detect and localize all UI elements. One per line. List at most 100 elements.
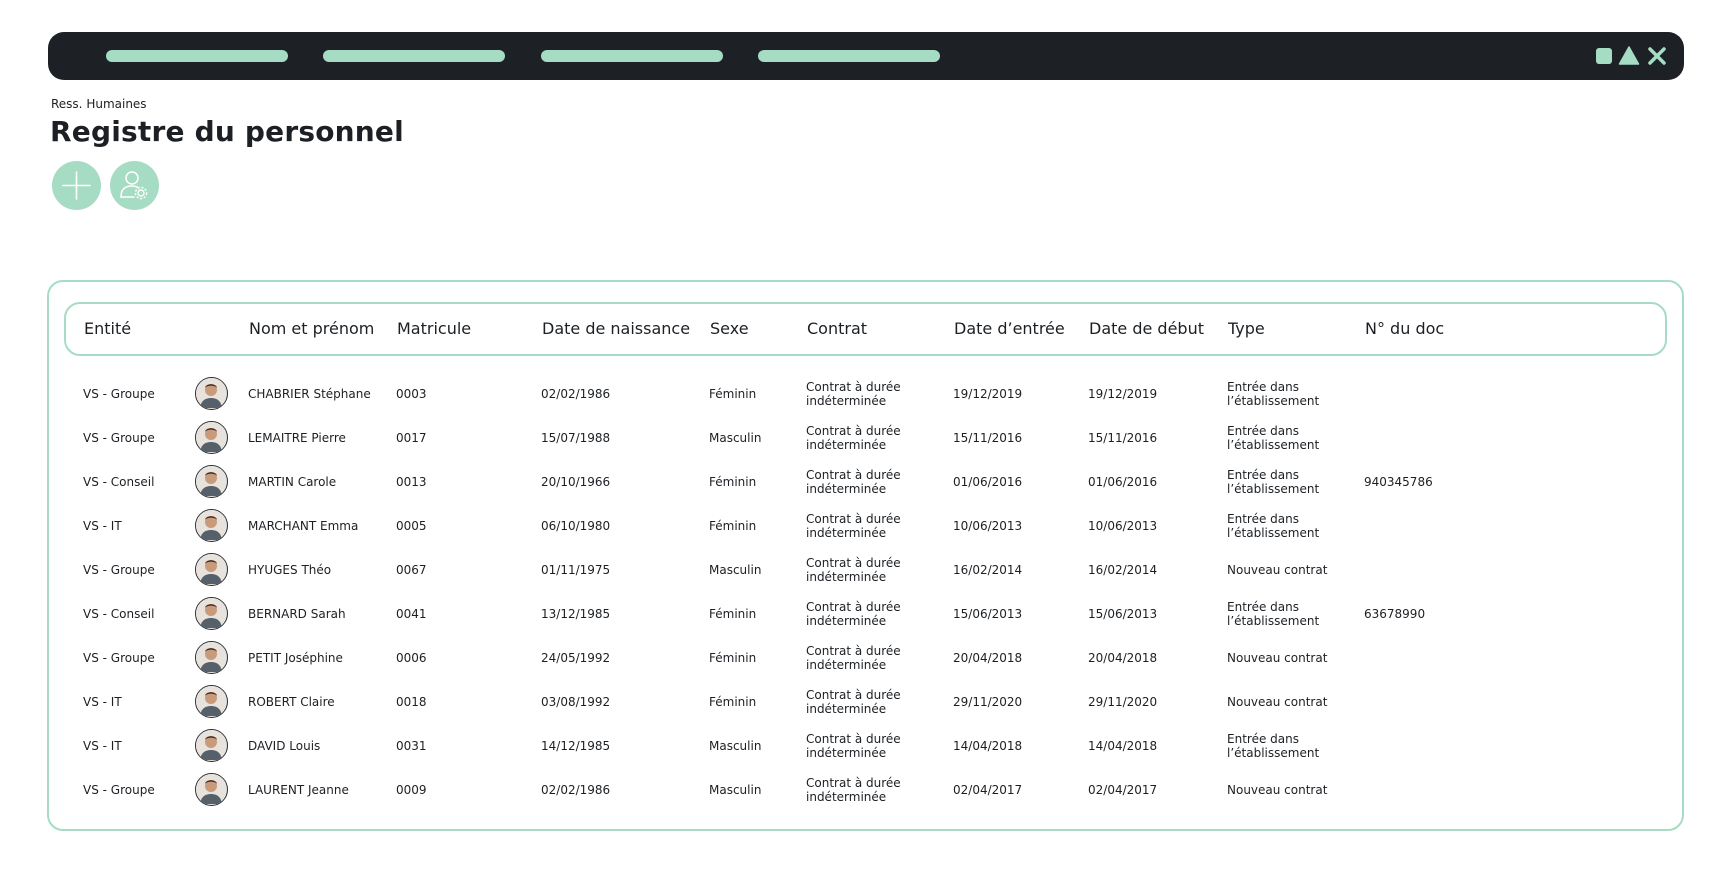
- breadcrumb[interactable]: Ress. Humaines: [51, 97, 147, 111]
- avatar: [195, 773, 228, 806]
- column-header-naissance[interactable]: Date de naissance: [542, 319, 691, 338]
- cell-contrat: Contrat à durée indéterminée: [806, 776, 901, 804]
- nav-item-3[interactable]: [541, 50, 723, 62]
- cell-entite: VS - Conseil: [83, 475, 155, 489]
- cell-entree: 19/12/2019: [953, 387, 1023, 401]
- table-row[interactable]: VS - Groupe PETIT Joséphine 0006 24/05/1…: [49, 636, 1682, 680]
- cell-entree: 16/02/2014: [953, 563, 1023, 577]
- cell-sexe: Féminin: [709, 475, 757, 489]
- cell-type: Entrée dans l’établissement: [1227, 732, 1320, 760]
- avatar: [195, 421, 228, 454]
- page-title: Registre du personnel: [50, 115, 404, 148]
- cell-debut: 15/11/2016: [1088, 431, 1158, 445]
- cell-matricule: 0005: [396, 519, 427, 533]
- cell-nom: LAURENT Jeanne: [248, 783, 349, 797]
- cell-debut: 29/11/2020: [1088, 695, 1158, 709]
- cell-contrat: Contrat à durée indéterminée: [806, 380, 901, 408]
- cell-sexe: Féminin: [709, 651, 757, 665]
- cell-naissance: 03/08/1992: [541, 695, 611, 709]
- cell-contrat: Contrat à durée indéterminée: [806, 512, 901, 540]
- avatar: [195, 465, 228, 498]
- cell-debut: 10/06/2013: [1088, 519, 1158, 533]
- cell-matricule: 0003: [396, 387, 427, 401]
- cell-matricule: 0017: [396, 431, 427, 445]
- avatar: [195, 729, 228, 762]
- cell-nom: CHABRIER Stéphane: [248, 387, 371, 401]
- cell-sexe: Féminin: [709, 387, 757, 401]
- cell-entite: VS - Groupe: [83, 563, 155, 577]
- cell-entite: VS - Groupe: [83, 431, 155, 445]
- triangle-icon[interactable]: [1618, 45, 1640, 67]
- column-header-entree[interactable]: Date d’entrée: [954, 319, 1065, 338]
- cell-entite: VS - Groupe: [83, 651, 155, 665]
- user-settings-button[interactable]: [110, 161, 159, 210]
- cell-entree: 02/04/2017: [953, 783, 1023, 797]
- table-row[interactable]: VS - Groupe LEMAITRE Pierre 0017 15/07/1…: [49, 416, 1682, 460]
- table-row[interactable]: VS - Groupe CHABRIER Stéphane 0003 02/02…: [49, 372, 1682, 416]
- column-header-doc[interactable]: N° du doc: [1365, 319, 1445, 338]
- column-header-entite[interactable]: Entité: [84, 319, 132, 338]
- cell-entite: VS - IT: [83, 519, 122, 533]
- avatar: [195, 597, 228, 630]
- table-row[interactable]: VS - Groupe HYUGES Théo 0067 01/11/1975 …: [49, 548, 1682, 592]
- cell-type: Nouveau contrat: [1227, 783, 1328, 797]
- cell-contrat: Contrat à durée indéterminée: [806, 644, 901, 672]
- cell-debut: 14/04/2018: [1088, 739, 1158, 753]
- cell-entree: 29/11/2020: [953, 695, 1023, 709]
- cell-contrat: Contrat à durée indéterminée: [806, 556, 901, 584]
- avatar: [195, 685, 228, 718]
- cell-naissance: 06/10/1980: [541, 519, 611, 533]
- table-row[interactable]: VS - Conseil BERNARD Sarah 0041 13/12/19…: [49, 592, 1682, 636]
- column-header-nom[interactable]: Nom et prénom: [249, 319, 375, 338]
- cell-contrat: Contrat à durée indéterminée: [806, 732, 901, 760]
- nav-item-1[interactable]: [106, 50, 288, 62]
- column-header-matricule[interactable]: Matricule: [397, 319, 472, 338]
- cell-naissance: 02/02/1986: [541, 387, 611, 401]
- add-employee-button[interactable]: [52, 161, 101, 210]
- cell-type: Nouveau contrat: [1227, 695, 1328, 709]
- cell-nom: MARCHANT Emma: [248, 519, 359, 533]
- cell-debut: 19/12/2019: [1088, 387, 1158, 401]
- top-bar: [48, 32, 1684, 80]
- cell-debut: 02/04/2017: [1088, 783, 1158, 797]
- cell-matricule: 0067: [396, 563, 427, 577]
- table-row[interactable]: VS - IT MARCHANT Emma 0005 06/10/1980 Fé…: [49, 504, 1682, 548]
- table-row[interactable]: VS - Conseil MARTIN Carole 0013 20/10/19…: [49, 460, 1682, 504]
- cell-debut: 20/04/2018: [1088, 651, 1158, 665]
- cell-nom: HYUGES Théo: [248, 563, 332, 577]
- avatar: [195, 553, 228, 586]
- avatar: [195, 377, 228, 410]
- nav-item-4[interactable]: [758, 50, 940, 62]
- square-icon[interactable]: [1593, 45, 1615, 67]
- cell-entree: 15/11/2016: [953, 431, 1023, 445]
- cell-type: Entrée dans l’établissement: [1227, 424, 1320, 452]
- cell-entite: VS - Groupe: [83, 387, 155, 401]
- cell-entree: 01/06/2016: [953, 475, 1023, 489]
- cell-type: Entrée dans l’établissement: [1227, 468, 1320, 496]
- cell-entite: VS - Conseil: [83, 607, 155, 621]
- cell-sexe: Masculin: [709, 739, 762, 753]
- table-row[interactable]: VS - Groupe LAURENT Jeanne 0009 02/02/19…: [49, 768, 1682, 812]
- column-header-type[interactable]: Type: [1228, 319, 1265, 338]
- user-gear-icon: [120, 171, 148, 200]
- table-row[interactable]: VS - IT ROBERT Claire 0018 03/08/1992 Fé…: [49, 680, 1682, 724]
- cell-contrat: Contrat à durée indéterminée: [806, 600, 901, 628]
- cell-entite: VS - IT: [83, 739, 122, 753]
- table-header: Entité Nom et prénom Matricule Date de n…: [64, 302, 1667, 356]
- cell-matricule: 0006: [396, 651, 427, 665]
- cell-nom: DAVID Louis: [248, 739, 321, 753]
- cell-entree: 14/04/2018: [953, 739, 1023, 753]
- close-icon[interactable]: [1646, 45, 1668, 67]
- column-header-sexe[interactable]: Sexe: [710, 319, 749, 338]
- nav-item-2[interactable]: [323, 50, 505, 62]
- cell-naissance: 01/11/1975: [541, 563, 611, 577]
- table-row[interactable]: VS - IT DAVID Louis 0031 14/12/1985 Masc…: [49, 724, 1682, 768]
- avatar: [195, 641, 228, 674]
- cell-naissance: 02/02/1986: [541, 783, 611, 797]
- cell-type: Entrée dans l’établissement: [1227, 512, 1320, 540]
- cell-entite: VS - Groupe: [83, 783, 155, 797]
- avatar: [195, 509, 228, 542]
- column-header-debut[interactable]: Date de début: [1089, 319, 1204, 338]
- cell-matricule: 0018: [396, 695, 427, 709]
- column-header-contrat[interactable]: Contrat: [807, 319, 868, 338]
